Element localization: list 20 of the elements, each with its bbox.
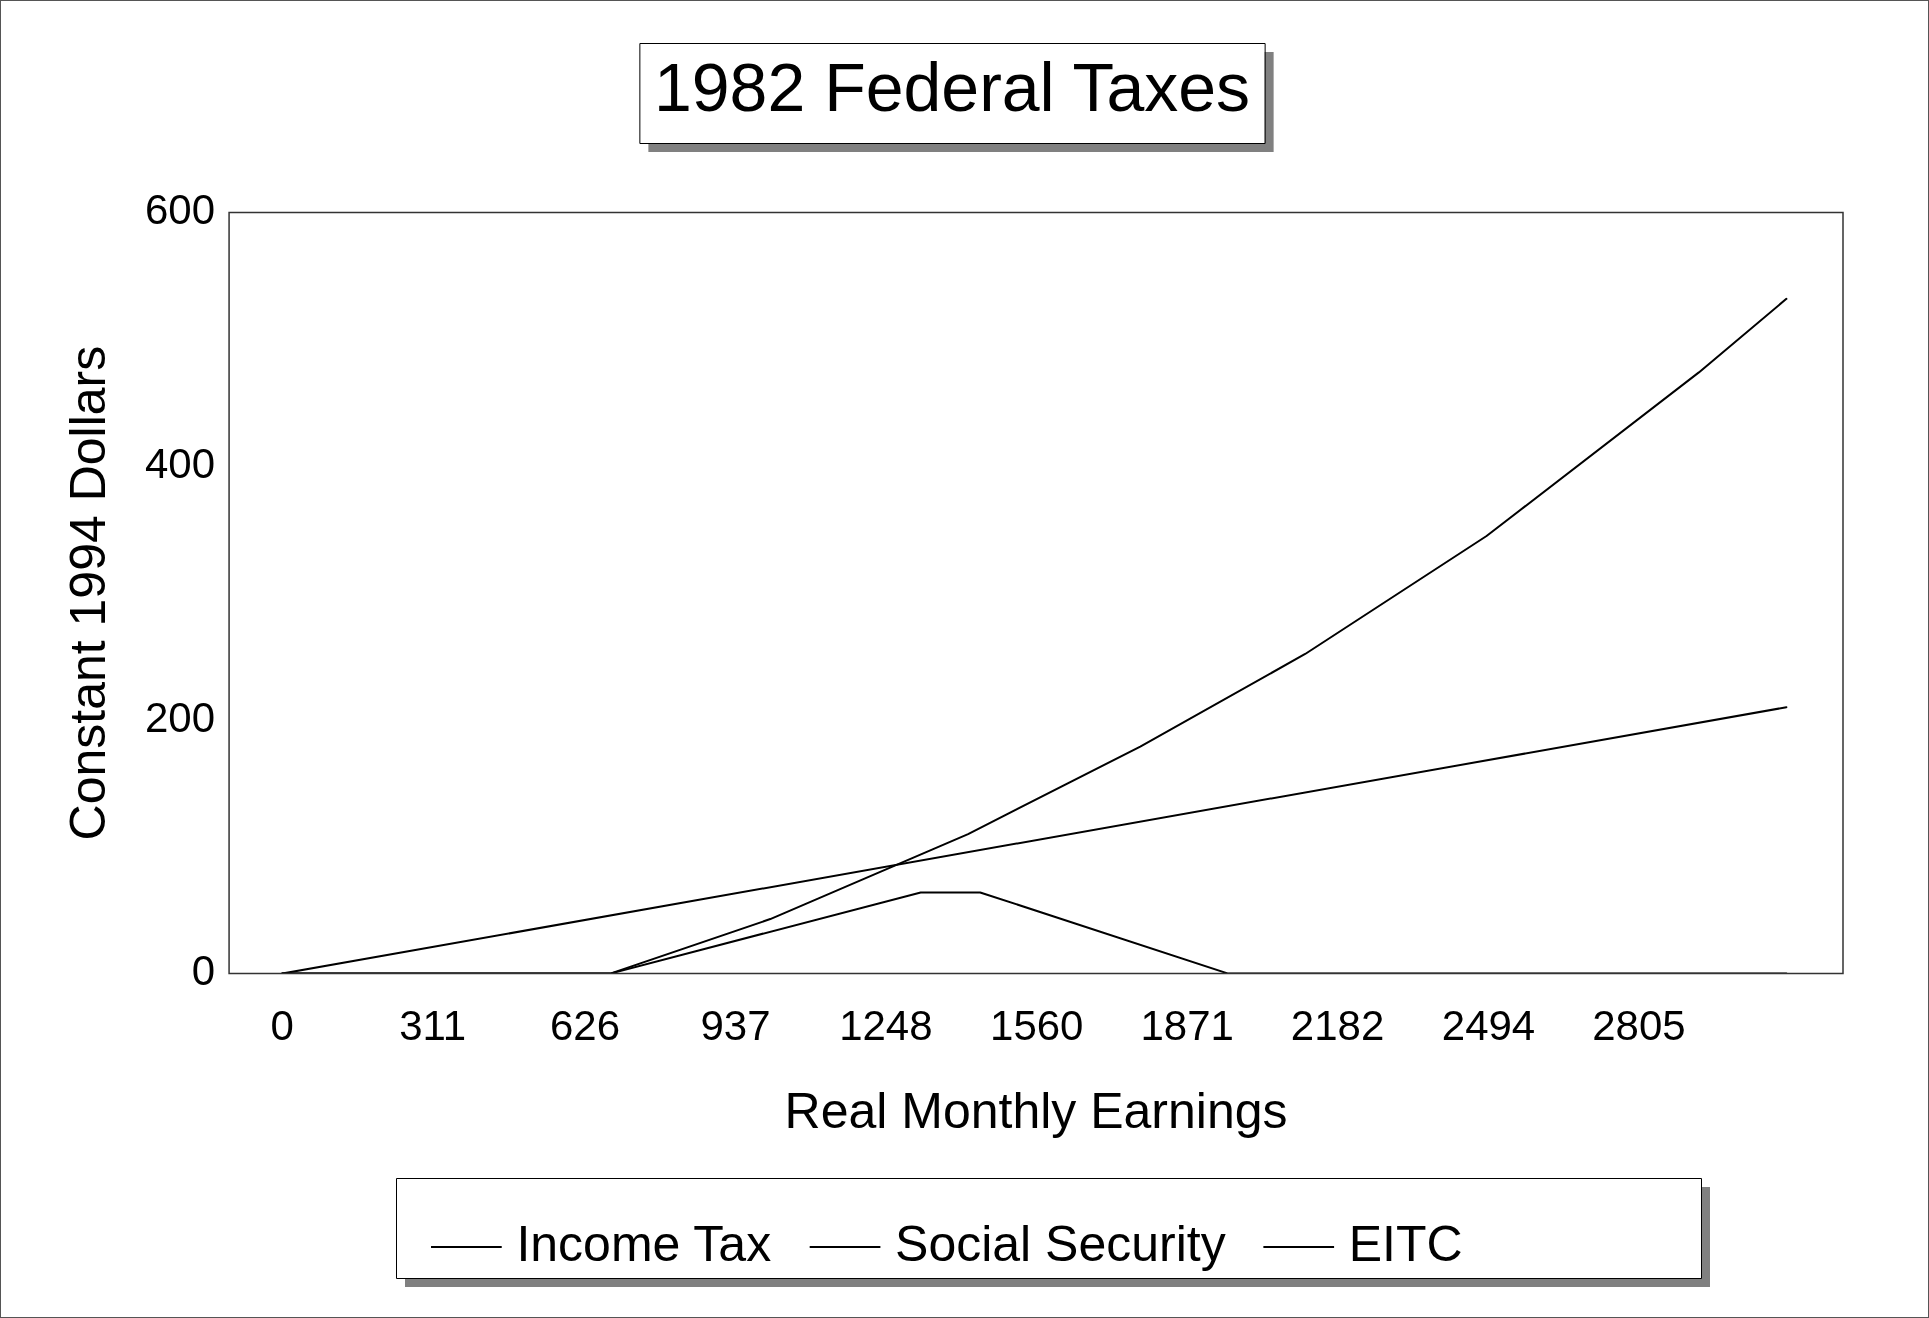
x-tick-label: 2182 — [1290, 1002, 1385, 1050]
y-tick-label: 200 — [145, 693, 216, 741]
chart-title: 1982 Federal Taxes — [653, 48, 1251, 125]
x-tick-label: 626 — [550, 1002, 621, 1050]
legend-label: EITC — [1348, 1215, 1463, 1272]
legend-label: Income Tax — [516, 1215, 772, 1272]
x-tick-label: 1248 — [839, 1002, 933, 1050]
x-tick-label: 2494 — [1441, 1002, 1536, 1050]
y-tick-label: 400 — [145, 439, 216, 487]
x-tick-label: 311 — [399, 1002, 467, 1050]
x-axis-title: Real Monthly Earnings — [784, 1082, 1288, 1139]
x-tick-label: 937 — [700, 1002, 771, 1050]
y-tick-label: 600 — [145, 186, 216, 234]
y-tick-label: 0 — [191, 947, 216, 995]
x-tick-label: 0 — [270, 1002, 294, 1050]
y-axis-title: Constant 1994 Dollars — [59, 345, 116, 841]
x-tick-label: 1560 — [990, 1002, 1084, 1050]
x-tick-label: 2805 — [1592, 1002, 1686, 1050]
legend-label: Social Security — [895, 1215, 1226, 1272]
x-tick-label: 1871 — [1140, 1002, 1234, 1050]
